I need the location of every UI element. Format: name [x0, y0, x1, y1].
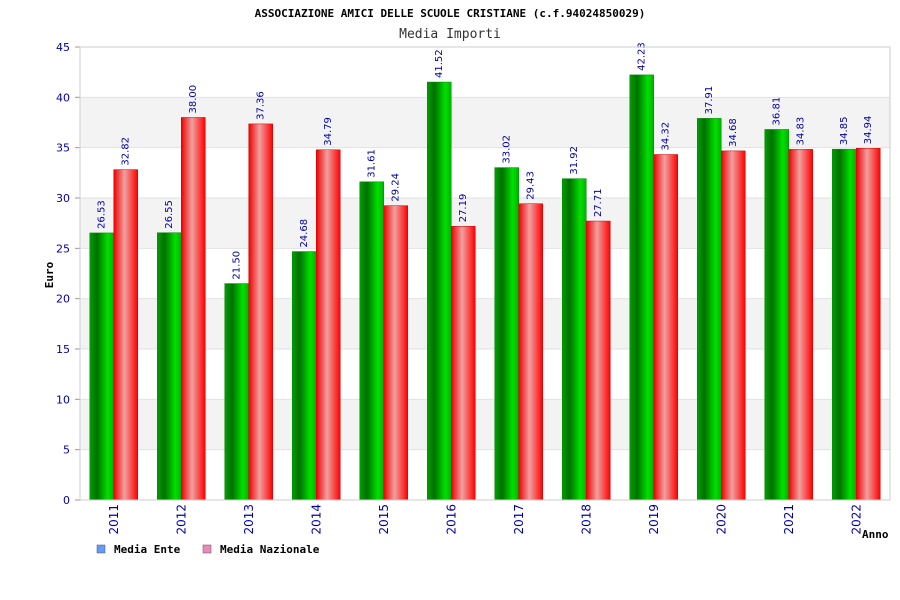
y-tick-label: 45 — [56, 41, 70, 54]
x-axis-ticks: 2011 2012 2013 2014 2015 2016 2017 2018 2019 2020… — [107, 504, 864, 535]
bar-media-ente — [157, 232, 182, 501]
data-label: 24.68 — [299, 219, 310, 248]
legend-swatch — [96, 544, 106, 554]
bar-media-nazionale — [181, 117, 206, 501]
x-tick-label: 2018 — [579, 504, 593, 535]
data-label: 27.71 — [593, 188, 604, 217]
x-tick-label: 2015 — [377, 504, 391, 535]
bar-media-nazionale — [586, 220, 611, 501]
grid-band — [80, 248, 890, 299]
data-label: 34.83 — [796, 117, 807, 146]
bar-media-ente — [224, 283, 249, 501]
bar-media-ente — [494, 167, 519, 501]
data-label: 32.82 — [121, 137, 132, 166]
bar-media-nazionale — [316, 149, 341, 501]
data-label: 41.52 — [434, 49, 445, 78]
x-tick-label: 2017 — [512, 504, 526, 535]
y-tick-label: 0 — [63, 494, 70, 507]
grid-band — [80, 399, 890, 450]
grid-band — [80, 97, 890, 148]
data-label: 34.94 — [863, 116, 874, 145]
chart-title: ASSOCIAZIONE AMICI DELLE SCUOLE CRISTIAN… — [255, 7, 646, 20]
bar-media-ente — [89, 232, 114, 501]
legend-label: Media Ente — [114, 543, 181, 556]
data-label: 26.55 — [164, 200, 175, 229]
data-label: 29.43 — [526, 171, 537, 200]
y-tick-label: 5 — [63, 444, 70, 457]
bar-media-ente — [427, 81, 452, 501]
grid-band — [80, 298, 890, 349]
data-label: 38.00 — [188, 85, 199, 114]
bar-media-nazionale — [113, 169, 138, 501]
y-tick-label: 20 — [56, 293, 70, 306]
x-tick-label: 2019 — [647, 504, 661, 535]
bar-media-nazionale — [653, 154, 678, 501]
bar-media-nazionale — [721, 150, 746, 501]
bar-media-ente — [629, 74, 654, 501]
data-label: 34.32 — [661, 122, 672, 151]
grid-band — [80, 147, 890, 198]
x-tick-label: 2011 — [107, 504, 121, 535]
data-label: 42.23 — [637, 42, 648, 71]
data-label: 29.24 — [391, 173, 402, 202]
data-label: 31.92 — [569, 146, 580, 175]
y-axis-ticks: 0 5 10 15 20 25 30 35 40 45 — [56, 41, 80, 507]
data-label: 37.36 — [256, 91, 267, 120]
x-tick-label: 2022 — [849, 504, 863, 535]
x-tick-label: 2016 — [444, 504, 458, 535]
chart-subtitle: Media Importi — [399, 27, 501, 42]
bar-media-nazionale — [383, 205, 408, 501]
y-tick-label: 15 — [56, 343, 70, 356]
x-tick-label: 2014 — [309, 504, 323, 535]
plot-frame — [79, 46, 891, 501]
y-tick-label: 30 — [56, 192, 70, 205]
x-tick-label: 2021 — [782, 504, 796, 535]
legend-swatch — [202, 544, 212, 554]
y-tick-label: 35 — [56, 142, 70, 155]
bar-media-nazionale — [248, 123, 273, 501]
bar-media-nazionale — [518, 203, 543, 501]
x-axis-label: Anno — [862, 528, 889, 541]
bar-media-ente — [697, 118, 722, 501]
data-label: 34.68 — [728, 118, 739, 147]
data-labels: 26.53 32.82 26.55 38.00 21.50 37.36 24.68 34.79… — [97, 42, 875, 279]
legend: Media Ente Media Nazionale — [96, 543, 320, 556]
bar-media-ente — [764, 129, 789, 501]
grid-band — [80, 198, 890, 249]
bar-media-nazionale — [856, 148, 881, 501]
plot-background — [80, 47, 890, 500]
y-tick-label: 10 — [56, 393, 70, 406]
data-label: 37.91 — [704, 86, 715, 115]
y-axis-label: Euro — [43, 261, 56, 288]
bar-media-ente — [359, 181, 384, 501]
data-label: 34.85 — [839, 117, 850, 146]
data-label: 36.81 — [772, 97, 783, 126]
bar-media-ente — [562, 178, 587, 501]
bar-media-ente — [832, 148, 857, 501]
x-tick-label: 2020 — [714, 504, 728, 535]
legend-label: Media Nazionale — [220, 543, 320, 556]
x-tick-label: 2013 — [242, 504, 256, 535]
data-label: 21.50 — [232, 251, 243, 280]
x-tick-label: 2012 — [174, 504, 188, 535]
grid-band — [80, 47, 890, 98]
bar-media-nazionale — [788, 149, 813, 501]
bar-media-ente — [292, 251, 317, 501]
grid-band — [80, 449, 890, 500]
data-label: 34.79 — [323, 117, 334, 146]
y-tick-label: 25 — [56, 242, 70, 255]
data-label: 31.61 — [367, 149, 378, 178]
data-label: 27.19 — [458, 194, 469, 223]
bar-media-nazionale — [451, 226, 476, 501]
data-label: 26.53 — [97, 200, 108, 229]
data-label: 33.02 — [502, 135, 513, 164]
y-tick-label: 40 — [56, 91, 70, 104]
grid-band — [80, 349, 890, 400]
